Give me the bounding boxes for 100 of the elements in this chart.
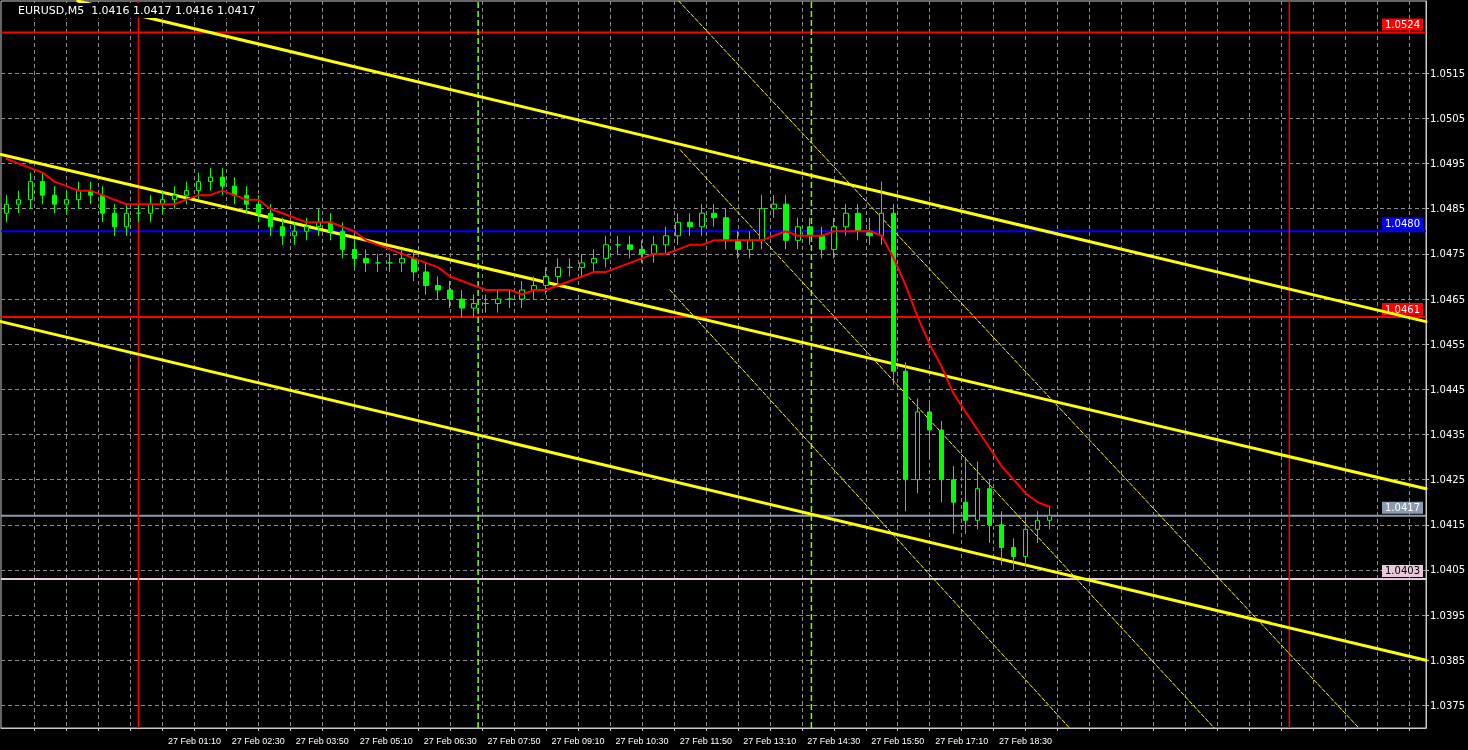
- x-tick-label: 27 Feb 13:10: [743, 735, 797, 746]
- y-tick-label: 1.0445: [1430, 383, 1466, 395]
- x-tick-label: 27 Feb 10:30: [615, 735, 669, 746]
- x-tick-label: 27 Feb 09:10: [551, 735, 605, 746]
- y-tick-label: 1.0425: [1430, 474, 1466, 486]
- y-tick-label: 1.0505: [1430, 112, 1466, 124]
- candlestick: [975, 461, 980, 530]
- candlestick: [927, 402, 932, 458]
- y-tick-label: 1.0465: [1430, 293, 1466, 305]
- candlestick: [687, 212, 693, 237]
- candlestick: [627, 235, 633, 259]
- candlestick: [915, 397, 920, 494]
- ref-line-label: 1.0461: [1385, 303, 1421, 315]
- candlestick: [375, 253, 381, 273]
- candlestick: [136, 203, 141, 223]
- candlestick: [735, 230, 741, 259]
- candlestick: [999, 510, 1004, 566]
- x-tick-label: 27 Feb 07:50: [487, 735, 541, 746]
- ref-line-label: 1.0480: [1385, 217, 1421, 229]
- ref-line-label: 1.0417: [1385, 502, 1421, 514]
- y-tick-label: 1.0375: [1430, 699, 1466, 711]
- candlestick: [483, 294, 489, 314]
- x-tick-label: 27 Feb 15:50: [871, 735, 925, 746]
- candlestick: [591, 248, 597, 273]
- candlestick: [843, 203, 849, 237]
- candlestick: [28, 172, 33, 210]
- candlestick: [256, 194, 261, 223]
- candlestick: [340, 221, 345, 259]
- candlestick: [423, 262, 429, 296]
- candlestick: [148, 194, 153, 223]
- candlestick: [951, 465, 956, 535]
- x-tick-label: 27 Feb 18:30: [999, 735, 1053, 746]
- y-tick-label: 1.0435: [1430, 428, 1466, 440]
- candlestick: [40, 172, 45, 205]
- candlestick: [471, 294, 477, 318]
- candlestick: [855, 203, 861, 241]
- candlestick: [723, 208, 729, 250]
- x-tick-label: 27 Feb 14:30: [807, 735, 861, 746]
- y-tick-label: 1.0495: [1430, 158, 1466, 170]
- candlestick: [64, 190, 69, 214]
- candlestick: [76, 181, 81, 210]
- candlestick: [304, 217, 309, 241]
- x-tick-label: 27 Feb 01:10: [167, 735, 221, 746]
- candlestick: [939, 420, 944, 503]
- y-tick-label: 1.0515: [1430, 67, 1466, 79]
- candlestick: [100, 185, 105, 223]
- candlestick: [747, 230, 753, 259]
- candlestick: [268, 203, 273, 237]
- y-tick-label: 1.0385: [1430, 654, 1466, 666]
- candlestick: [316, 208, 321, 237]
- candlestick: [184, 181, 189, 205]
- candlestick: [208, 167, 213, 192]
- candlestick: [579, 253, 585, 277]
- candlestick: [16, 190, 21, 214]
- candlestick: [1047, 506, 1052, 530]
- candlestick: [663, 226, 669, 255]
- y-tick-label: 1.0455: [1430, 338, 1466, 350]
- candlestick: [328, 212, 333, 241]
- candlestick: [232, 176, 237, 205]
- y-tick-label: 1.0405: [1430, 564, 1466, 576]
- x-tick-label: 27 Feb 03:50: [295, 735, 349, 746]
- candlestick: [531, 275, 537, 300]
- candlestick: [280, 217, 285, 246]
- candlestick: [891, 203, 896, 386]
- candlestick: [387, 253, 393, 273]
- candlestick: [543, 266, 549, 296]
- candlestick: [459, 289, 465, 318]
- y-tick-label: 1.0485: [1430, 203, 1466, 215]
- chart-title: EURUSD,M5 1.0416 1.0417 1.0416 1.0417: [18, 4, 256, 17]
- candlestick: [1035, 510, 1040, 544]
- ref-line-label: 1.0524: [1385, 19, 1421, 31]
- candlestick: [411, 248, 417, 282]
- candlestick: [699, 203, 705, 237]
- candlestick: [987, 479, 992, 544]
- candlestick: [1011, 537, 1016, 571]
- candlestick: [615, 235, 621, 255]
- candlestick: [651, 235, 657, 264]
- candlestick: [807, 217, 813, 246]
- candlestick: [196, 172, 201, 201]
- candlestick: [783, 194, 789, 250]
- candlestick: [567, 257, 573, 277]
- candlestick: [771, 194, 777, 219]
- candlestick: [112, 203, 117, 237]
- candlestick: [495, 289, 501, 314]
- candlestick: [639, 239, 645, 264]
- candlestick: [124, 203, 129, 237]
- candlestick: [507, 289, 513, 309]
- candlestick: [963, 456, 968, 535]
- candlestick: [819, 226, 825, 259]
- candlestick: [675, 212, 681, 246]
- candlestick: [879, 181, 884, 246]
- candlestick: [435, 275, 441, 300]
- candlestick: [759, 194, 765, 250]
- candlestick: [52, 185, 57, 214]
- x-tick-label: 27 Feb 06:30: [423, 735, 477, 746]
- candlestick: [220, 167, 225, 196]
- candlestick: [903, 361, 908, 512]
- candlestick: [172, 185, 177, 210]
- candlestick: [447, 280, 453, 309]
- candlestick: [831, 217, 837, 259]
